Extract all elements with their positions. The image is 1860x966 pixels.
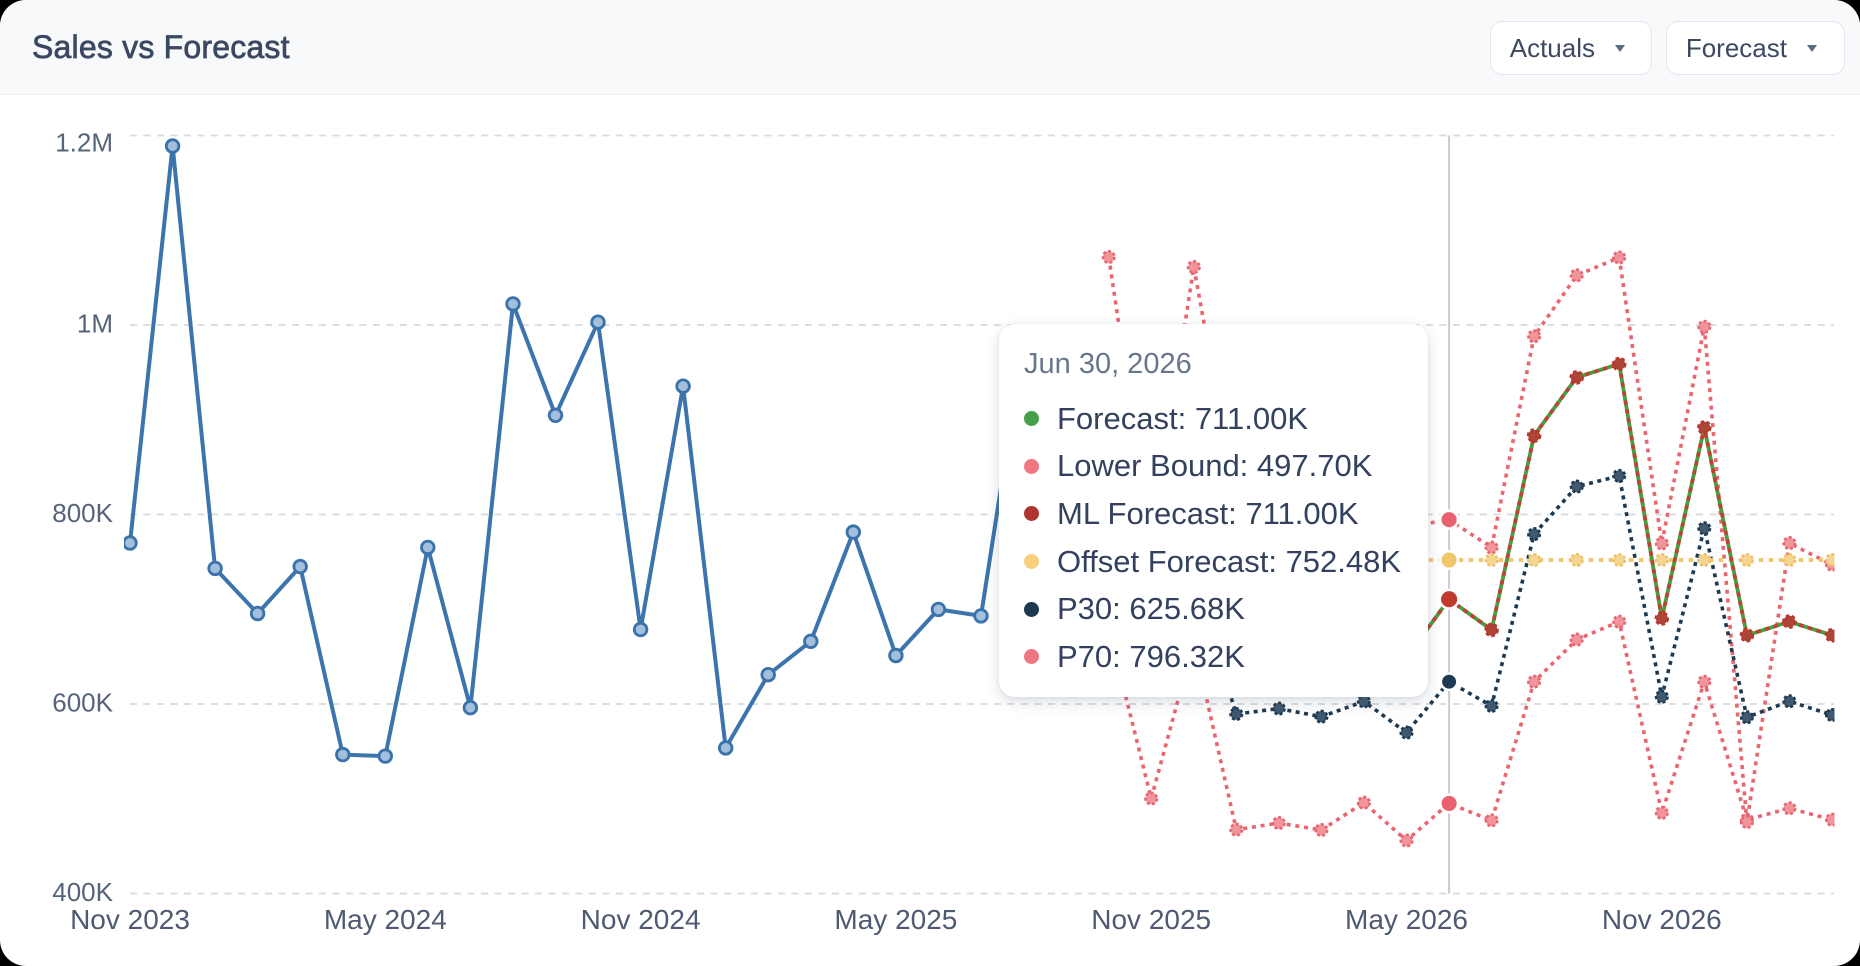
svg-text:Nov 2024: Nov 2024 [581, 904, 701, 935]
svg-text:600K: 600K [52, 687, 113, 717]
svg-text:1M: 1M [77, 308, 113, 338]
svg-text:400K: 400K [52, 877, 113, 907]
svg-text:May 2024: May 2024 [324, 904, 447, 935]
svg-text:1.2M: 1.2M [55, 127, 113, 157]
svg-text:May 2026: May 2026 [1345, 904, 1468, 935]
svg-text:Nov 2023: Nov 2023 [70, 904, 190, 935]
svg-text:May 2025: May 2025 [834, 904, 957, 935]
svg-text:800K: 800K [52, 498, 113, 528]
svg-text:Nov 2025: Nov 2025 [1091, 904, 1211, 935]
svg-text:Nov 2026: Nov 2026 [1602, 904, 1722, 935]
